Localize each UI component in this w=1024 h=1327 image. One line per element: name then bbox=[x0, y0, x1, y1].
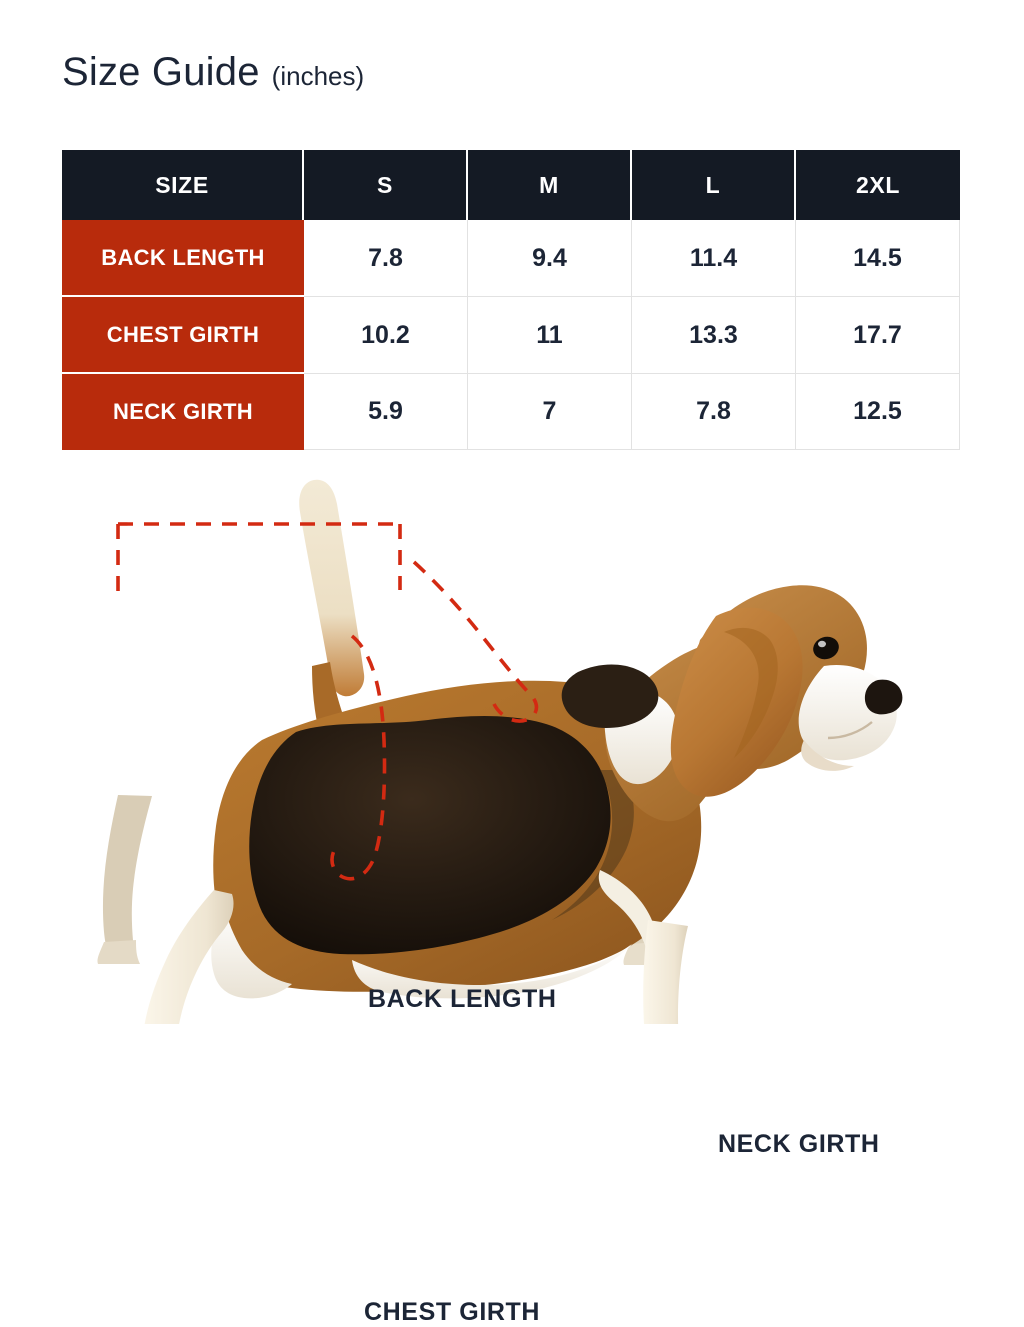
dog-hind-leg-near bbox=[144, 890, 234, 1024]
dog-neck-dark-marking bbox=[561, 664, 659, 728]
dog-head bbox=[670, 585, 903, 797]
cell-chest-girth-m: 11 bbox=[468, 297, 632, 374]
dog-rear-white-patch bbox=[211, 906, 292, 999]
page-title: Size Guide (inches) bbox=[62, 52, 364, 92]
table-row: NECK GIRTH 5.9 7 7.8 12.5 bbox=[62, 374, 960, 450]
chest-girth-guide bbox=[330, 634, 387, 881]
annotation-chest-girth: CHEST GIRTH bbox=[364, 1298, 541, 1326]
annotation-back-length: BACK LENGTH bbox=[368, 985, 557, 1013]
page-title-main: Size Guide bbox=[62, 50, 260, 94]
table-header-row: SIZE S M L 2XL bbox=[62, 150, 960, 220]
cell-neck-girth-s: 5.9 bbox=[304, 374, 468, 450]
dog-belly-white bbox=[352, 944, 632, 999]
header-cell-l: L bbox=[632, 150, 796, 220]
cell-chest-girth-l: 13.3 bbox=[632, 297, 796, 374]
header-cell-size: SIZE bbox=[62, 150, 304, 220]
cell-back-length-m: 9.4 bbox=[468, 220, 632, 297]
cell-neck-girth-m: 7 bbox=[468, 374, 632, 450]
page-title-unit: (inches) bbox=[271, 61, 365, 91]
row-label-back-length: BACK LENGTH bbox=[62, 220, 304, 297]
size-guide-table: SIZE S M L 2XL BACK LENGTH 7.8 9.4 11.4 … bbox=[62, 150, 960, 450]
table-row: BACK LENGTH 7.8 9.4 11.4 14.5 bbox=[62, 220, 960, 297]
cell-chest-girth-s: 10.2 bbox=[304, 297, 468, 374]
header-cell-m: M bbox=[468, 150, 632, 220]
annotation-neck-girth: NECK GIRTH bbox=[718, 1130, 880, 1158]
row-label-chest-girth: CHEST GIRTH bbox=[62, 297, 304, 374]
header-cell-s: S bbox=[304, 150, 468, 220]
cell-neck-girth-l: 7.8 bbox=[632, 374, 796, 450]
dog-illustration: BACK LENGTH NECK GIRTH CHEST GIRTH bbox=[0, 440, 1024, 1326]
cell-back-length-l: 11.4 bbox=[632, 220, 796, 297]
dog-hind-leg-far bbox=[97, 795, 152, 964]
dog-front-leg-near bbox=[643, 920, 688, 1024]
beagle-dog-figure bbox=[97, 479, 903, 1024]
cell-chest-girth-2xl: 17.7 bbox=[796, 297, 960, 374]
dog-saddle-marking bbox=[249, 716, 611, 955]
cell-back-length-2xl: 14.5 bbox=[796, 220, 960, 297]
neck-girth-guide bbox=[412, 560, 539, 723]
header-cell-2xl: 2XL bbox=[796, 150, 960, 220]
cell-neck-girth-2xl: 12.5 bbox=[796, 374, 960, 450]
row-label-neck-girth: NECK GIRTH bbox=[62, 374, 304, 450]
table-row: CHEST GIRTH 10.2 11 13.3 17.7 bbox=[62, 297, 960, 374]
dog-nose bbox=[864, 679, 903, 715]
back-length-guide bbox=[116, 522, 402, 592]
cell-back-length-s: 7.8 bbox=[304, 220, 468, 297]
